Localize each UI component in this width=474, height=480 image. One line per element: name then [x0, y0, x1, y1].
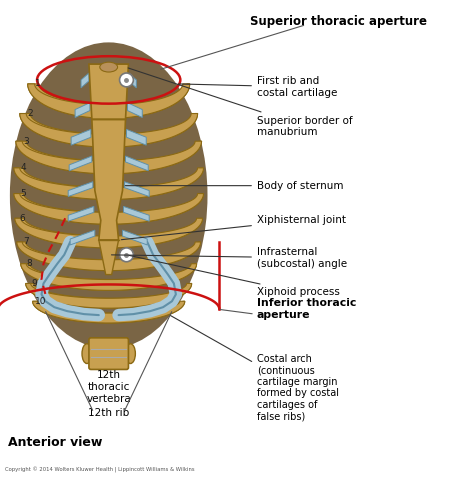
- Polygon shape: [99, 240, 118, 275]
- Polygon shape: [20, 114, 198, 147]
- Ellipse shape: [82, 344, 92, 363]
- Polygon shape: [27, 84, 190, 119]
- Polygon shape: [27, 84, 190, 119]
- Polygon shape: [33, 301, 185, 323]
- Circle shape: [119, 248, 133, 262]
- Text: 4: 4: [21, 163, 27, 172]
- Polygon shape: [128, 73, 137, 88]
- Text: Superior thoracic aperture: Superior thoracic aperture: [250, 15, 427, 28]
- Polygon shape: [71, 129, 91, 145]
- Circle shape: [119, 73, 133, 87]
- Text: Xiphoid process: Xiphoid process: [129, 255, 340, 298]
- Polygon shape: [126, 156, 148, 171]
- Text: Copyright © 2014 Wolters Kluwer Health | Lippincott Williams & Wilkins: Copyright © 2014 Wolters Kluwer Health |…: [5, 467, 194, 473]
- Ellipse shape: [126, 344, 136, 363]
- Polygon shape: [26, 284, 191, 308]
- Polygon shape: [92, 120, 126, 240]
- Text: 7: 7: [23, 238, 28, 246]
- Text: Infrasternal
(subcostal) angle: Infrasternal (subcostal) angle: [111, 247, 347, 269]
- Polygon shape: [14, 193, 203, 224]
- Ellipse shape: [10, 42, 208, 348]
- Polygon shape: [26, 284, 191, 308]
- Polygon shape: [16, 141, 201, 174]
- Polygon shape: [127, 129, 146, 145]
- Polygon shape: [89, 64, 128, 120]
- Polygon shape: [14, 168, 203, 200]
- Text: 12th
thoracic
vertebra: 12th thoracic vertebra: [86, 371, 131, 404]
- Polygon shape: [70, 230, 95, 245]
- Text: 5: 5: [20, 189, 26, 198]
- Polygon shape: [17, 242, 201, 271]
- Polygon shape: [14, 168, 203, 200]
- Polygon shape: [33, 301, 185, 323]
- Text: Inferior thoracic
aperture: Inferior thoracic aperture: [257, 299, 356, 320]
- Polygon shape: [21, 264, 197, 290]
- Polygon shape: [15, 218, 202, 248]
- Polygon shape: [68, 206, 94, 221]
- Text: 1: 1: [35, 79, 40, 88]
- Polygon shape: [21, 264, 197, 290]
- Text: Superior border of
manubrium: Superior border of manubrium: [128, 68, 353, 137]
- Polygon shape: [15, 218, 202, 248]
- Polygon shape: [75, 103, 90, 118]
- Text: First rib and
costal cartilage: First rib and costal cartilage: [179, 76, 337, 97]
- Text: 6: 6: [20, 214, 26, 223]
- Text: Costal arch
(continuous
cartilage margin
formed by costal
cartilages of
false ri: Costal arch (continuous cartilage margin…: [170, 315, 339, 421]
- Polygon shape: [69, 156, 92, 171]
- Polygon shape: [16, 141, 201, 174]
- Polygon shape: [14, 193, 203, 224]
- Text: 3: 3: [23, 137, 28, 146]
- FancyBboxPatch shape: [89, 338, 128, 370]
- Ellipse shape: [100, 62, 118, 72]
- Text: 9: 9: [32, 279, 37, 288]
- Text: 10: 10: [35, 297, 46, 306]
- Text: 8: 8: [27, 259, 33, 268]
- Polygon shape: [122, 230, 147, 245]
- Polygon shape: [128, 103, 142, 118]
- Text: Xiphisternal joint: Xiphisternal joint: [121, 215, 346, 240]
- Polygon shape: [81, 73, 89, 88]
- Polygon shape: [124, 206, 149, 221]
- Text: 12th rib: 12th rib: [88, 408, 129, 418]
- Polygon shape: [68, 182, 93, 196]
- Polygon shape: [20, 114, 198, 147]
- Polygon shape: [17, 242, 201, 271]
- Text: 2: 2: [28, 109, 34, 118]
- Text: Anterior view: Anterior view: [8, 436, 102, 449]
- Text: Body of sternum: Body of sternum: [125, 180, 343, 191]
- Polygon shape: [125, 182, 149, 196]
